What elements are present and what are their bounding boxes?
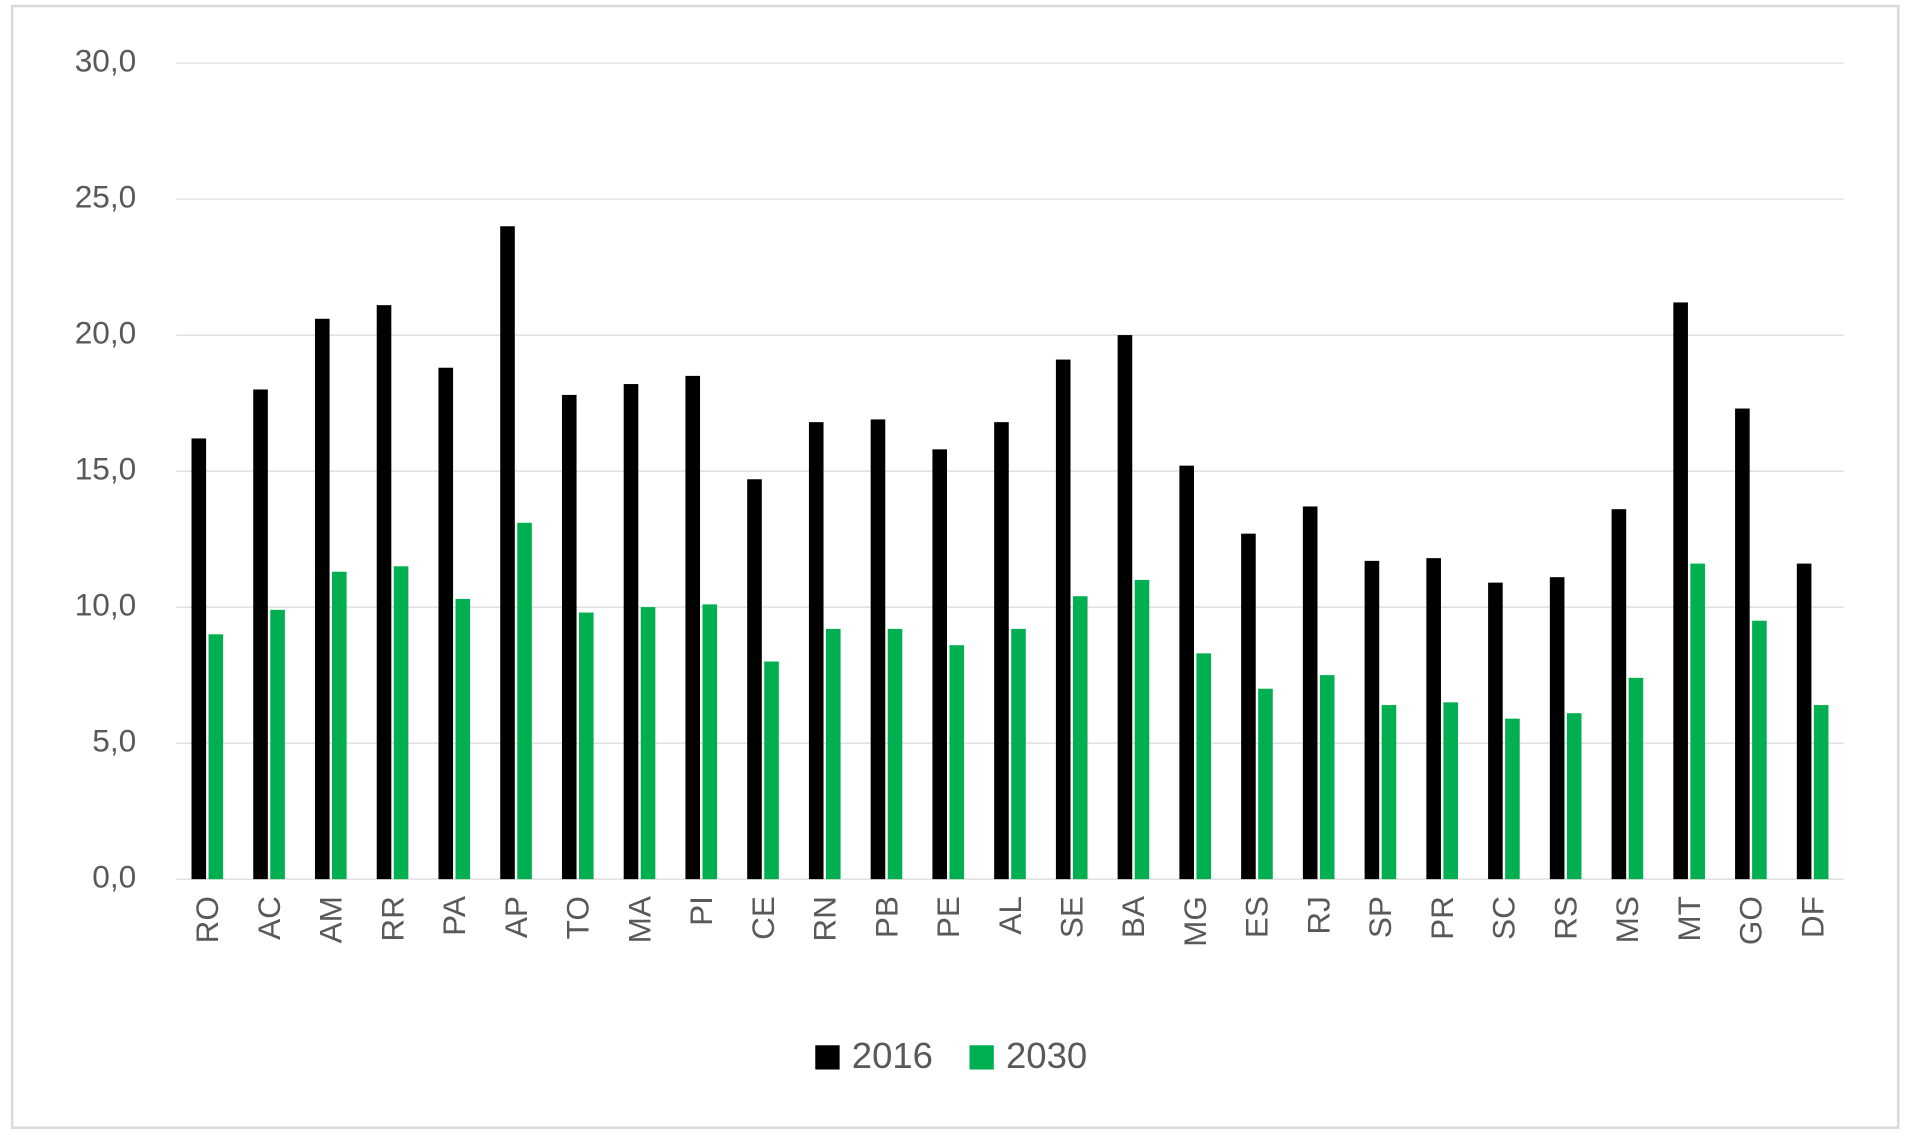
bar	[1426, 558, 1441, 880]
bar	[1117, 335, 1133, 880]
bar	[949, 645, 965, 880]
bar	[870, 419, 886, 880]
x-tick-label: PR	[1424, 896, 1460, 940]
bar	[455, 598, 471, 880]
x-tick-label: PI	[683, 896, 719, 926]
bar	[640, 607, 656, 880]
bar	[561, 394, 577, 880]
bar	[253, 389, 268, 880]
x-tick-label: DF	[1794, 896, 1830, 938]
bar	[1488, 582, 1503, 880]
x-tick-label: BA	[1115, 896, 1151, 938]
x-tick-label: PE	[930, 896, 966, 938]
bar	[1549, 577, 1565, 880]
bar	[1566, 713, 1582, 880]
x-tick-label: TO	[560, 896, 596, 939]
bar	[702, 604, 718, 880]
bar	[1611, 509, 1627, 880]
bar	[1443, 702, 1458, 880]
legend-swatch	[815, 1045, 840, 1070]
x-tick-label: PB	[868, 896, 904, 938]
bar	[1796, 563, 1812, 880]
bar	[1673, 302, 1688, 880]
y-tick-label: 0,0	[92, 859, 136, 895]
bar	[623, 384, 639, 880]
bar	[808, 422, 824, 880]
bar	[1690, 563, 1705, 880]
bar	[887, 628, 903, 880]
x-tick-label: RS	[1547, 896, 1583, 940]
x-tick-label: MT	[1671, 896, 1707, 942]
bar	[1381, 705, 1397, 880]
x-tick-label: ES	[1239, 896, 1275, 938]
legend-label: 2030	[1006, 1035, 1087, 1076]
x-tick-label: MS	[1609, 896, 1645, 943]
x-tick-label: GO	[1733, 896, 1769, 945]
x-tick-label: MA	[621, 896, 657, 943]
x-tick-label: PA	[436, 896, 472, 936]
bar	[1505, 718, 1520, 880]
bar	[1302, 506, 1318, 880]
bar	[1241, 533, 1256, 880]
bar	[1011, 628, 1026, 880]
bar	[1813, 705, 1829, 880]
bar	[1319, 675, 1335, 880]
x-tick-label: CE	[745, 896, 781, 940]
legend-label: 2016	[852, 1035, 933, 1076]
bar	[270, 609, 285, 880]
bar	[1735, 408, 1750, 880]
bar	[578, 612, 594, 880]
bar	[191, 438, 207, 880]
bar	[747, 479, 762, 880]
x-tick-label: SC	[1486, 896, 1522, 940]
x-tick-label: SE	[1053, 896, 1089, 938]
bar	[1134, 579, 1150, 880]
bar	[517, 522, 532, 880]
y-tick-label: 25,0	[75, 178, 137, 214]
y-tick-label: 5,0	[92, 723, 136, 759]
y-tick-label: 30,0	[75, 42, 137, 78]
x-tick-label: AM	[313, 896, 349, 943]
bar	[1258, 688, 1273, 880]
bar	[1055, 359, 1071, 880]
x-tick-label: RO	[189, 896, 225, 943]
x-tick-label: MG	[1177, 896, 1213, 947]
x-tick-label: RJ	[1300, 896, 1336, 935]
y-tick-label: 20,0	[75, 314, 137, 350]
bar	[932, 449, 948, 880]
x-tick-label: AL	[992, 896, 1028, 935]
bar	[208, 634, 224, 880]
bar	[1628, 677, 1644, 880]
bar	[314, 318, 330, 880]
bar	[994, 422, 1009, 880]
bar	[500, 226, 515, 880]
x-tick-label: AP	[498, 896, 534, 938]
bar	[376, 305, 392, 880]
y-tick-label: 15,0	[75, 450, 137, 486]
bar	[1196, 653, 1212, 880]
bar	[1752, 620, 1767, 880]
bar	[825, 628, 841, 880]
bar	[1364, 560, 1380, 880]
bar	[1072, 596, 1088, 880]
bar	[332, 571, 347, 880]
legend-swatch	[969, 1045, 994, 1070]
x-tick-label: RR	[374, 896, 410, 942]
y-tick-label: 10,0	[75, 586, 137, 622]
x-tick-label: AC	[251, 896, 287, 940]
bar	[764, 661, 779, 880]
x-tick-label: RN	[806, 896, 842, 942]
bar	[1179, 465, 1194, 880]
x-tick-label: SP	[1362, 896, 1398, 938]
bar	[685, 375, 701, 880]
bar	[438, 367, 454, 880]
bar	[393, 566, 409, 880]
